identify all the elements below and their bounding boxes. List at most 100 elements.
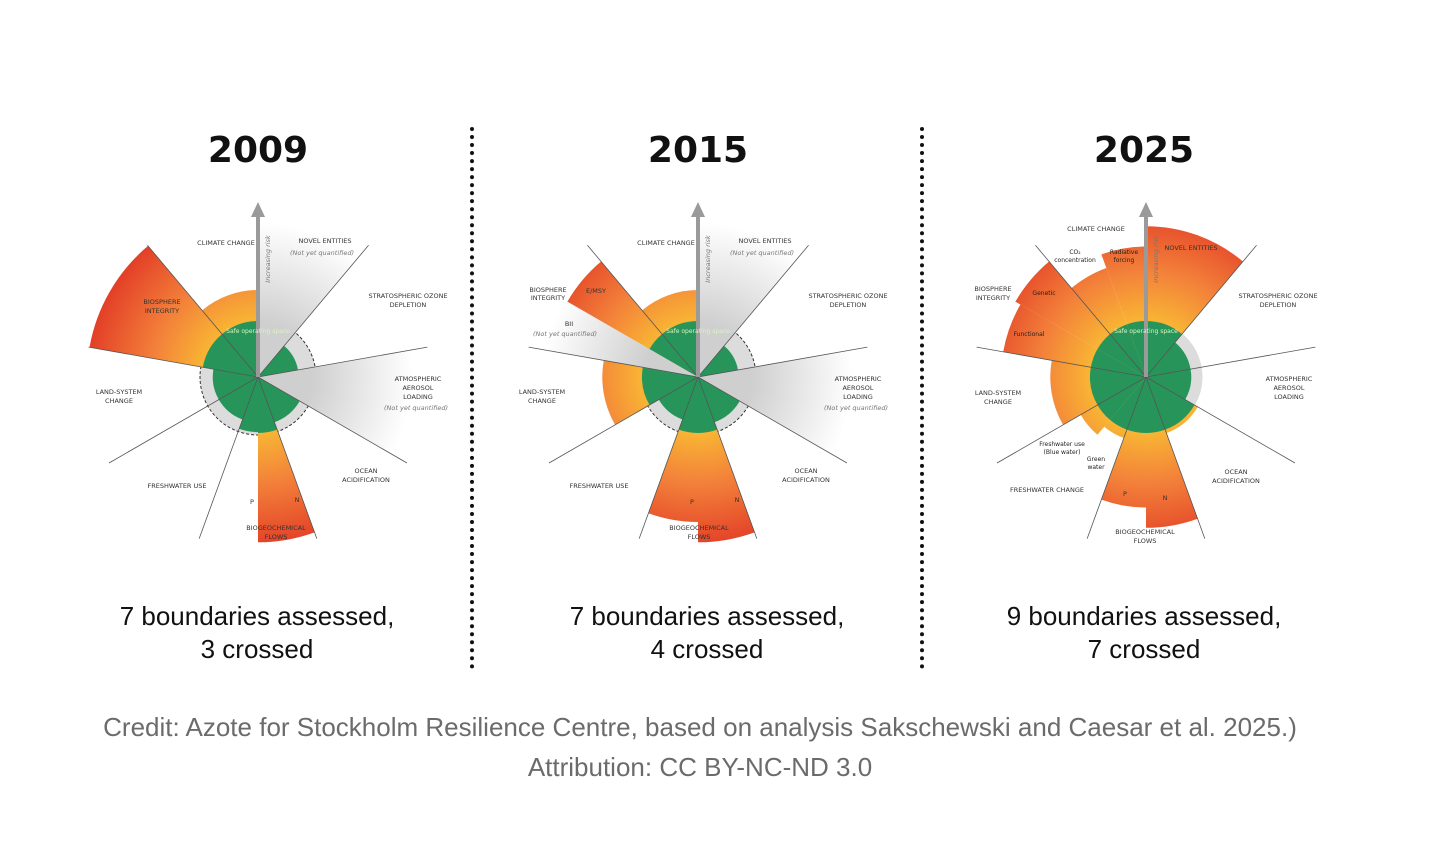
boundary-divider-line <box>548 376 699 464</box>
boundary-divider-line <box>257 346 428 378</box>
arrowhead-icon <box>1139 202 1153 217</box>
increasing-risk-label: Increasing risk <box>704 235 712 283</box>
segment-freshwater-use <box>218 377 258 420</box>
safe-fill-climate-change <box>662 321 698 377</box>
segment-ozone-depletion <box>1146 342 1191 377</box>
label-genetic: Genetic <box>1032 290 1055 297</box>
label-biosphere: INTEGRITY <box>976 294 1010 302</box>
safe-fill-genetic <box>1097 334 1146 377</box>
label-aerosol: AEROSOL <box>1273 384 1304 392</box>
boundary-divider-line <box>697 244 809 378</box>
label-novel: (Not yet quantified) <box>730 249 794 257</box>
caption-line: 7 boundaries assessed, <box>569 601 845 631</box>
label-land: LAND-SYSTEM <box>975 389 1021 397</box>
increasing-risk-arrow <box>696 212 700 377</box>
label-climate: CLIMATE CHANGE <box>197 239 255 247</box>
boundary-divider-line <box>88 346 259 378</box>
label-aerosol: AEROSOL <box>402 384 433 392</box>
boundary-divider-line <box>697 376 758 539</box>
safe-operating-space-label: Safe operating space <box>666 328 730 335</box>
label-p: P <box>250 498 254 506</box>
label-n: N <box>735 496 740 504</box>
boundary-divider-line <box>1035 244 1147 378</box>
caption-2009: 7 boundaries assessed, 3 crossed <box>77 600 437 666</box>
caption-2025: 9 boundaries assessed, 7 crossed <box>964 600 1324 666</box>
label-ozone: STRATOSPHERIC OZONE <box>808 292 887 300</box>
label-ocean: ACIDIFICATION <box>342 476 390 484</box>
segment-aerosol-loading <box>258 350 414 455</box>
label-ocean: OCEAN <box>1224 468 1247 476</box>
segment-ocean-acidification <box>258 377 300 423</box>
label-climate: CLIMATE CHANGE <box>637 239 695 247</box>
segment-novel-entities <box>258 222 358 377</box>
label-biosphere: BIOSPHERE <box>143 298 180 306</box>
safe-fill-climate-change <box>222 321 258 377</box>
label-co2: CO₂ <box>1069 249 1081 256</box>
increasing-risk-label: Increasing risk <box>264 235 272 283</box>
segment-ocean-acidification <box>698 377 740 423</box>
label-novel: NOVEL ENTITIES <box>1164 244 1217 252</box>
caption-2015: 7 boundaries assessed, 4 crossed <box>527 600 887 666</box>
diagram-2015: Increasing risk Safe operating space CLIMA… <box>519 202 888 543</box>
safe-fill-land-system-change <box>1090 367 1146 405</box>
caption-line: 7 boundaries assessed, <box>119 601 395 631</box>
segment-novel-entities <box>698 222 798 377</box>
label-functional: Functional <box>1014 331 1045 338</box>
caption-line: 4 crossed <box>650 634 764 664</box>
boundary-divider-line <box>198 376 259 539</box>
boundary-divider-line <box>1086 376 1147 539</box>
segment-aerosol-loading <box>698 350 853 455</box>
label-bio: BIOGEOCHEMICAL <box>669 524 729 532</box>
label-bii: (Not yet quantified) <box>533 330 597 338</box>
segment-aerosol-loading <box>1146 369 1192 400</box>
label-ozone: DEPLETION <box>390 301 427 309</box>
label-p: P <box>1123 490 1127 498</box>
label-land: CHANGE <box>105 397 133 405</box>
label-climate: CLIMATE CHANGE <box>1067 225 1125 233</box>
year-title-2025: 2025 <box>1093 130 1195 171</box>
label-emsy: E/MSY <box>586 287 606 295</box>
label-biosphere: BIOSPHERE <box>529 286 566 294</box>
boundary-divider-line <box>976 346 1147 378</box>
label-ocean: ACIDIFICATION <box>1212 477 1260 485</box>
label-bluewater: Freshwater use <box>1039 441 1085 448</box>
year-title-2009: 2009 <box>207 130 309 171</box>
safe-fill-radiative-forcing <box>1126 321 1146 377</box>
label-aerosol: ATMOSPHERIC <box>1266 375 1313 383</box>
increasing-risk-arrow <box>1144 212 1148 377</box>
label-aerosol: AEROSOL <box>842 384 873 392</box>
year-title-2015: 2015 <box>647 130 749 171</box>
label-land: LAND-SYSTEM <box>96 388 142 396</box>
label-greenwater: Green <box>1087 456 1105 463</box>
label-novel: (Not yet quantified) <box>290 249 354 257</box>
label-n: N <box>295 496 300 504</box>
safe-fill-e-msy <box>649 334 698 377</box>
safe-fill-functional <box>1090 349 1146 377</box>
label-fresh: FRESHWATER USE <box>569 482 628 490</box>
label-fresh: FRESHWATER CHANGE <box>1010 486 1084 494</box>
segment-freshwater-use <box>658 377 698 420</box>
label-ozone: STRATOSPHERIC OZONE <box>1238 292 1317 300</box>
credit-line: Credit: Azote for Stockholm Resilience C… <box>103 712 1297 742</box>
label-ocean: OCEAN <box>354 467 377 475</box>
boundary-divider-line <box>996 376 1147 464</box>
label-p: P <box>690 498 694 506</box>
label-aerosol: LOADING <box>403 393 433 401</box>
boundary-divider-line <box>587 244 699 378</box>
label-biosphere: INTEGRITY <box>145 307 179 315</box>
label-ozone: DEPLETION <box>1260 301 1297 309</box>
label-bio: FLOWS <box>688 533 711 541</box>
caption-line: 9 boundaries assessed, <box>1006 601 1282 631</box>
label-co2: concentration <box>1054 257 1096 264</box>
boundary-divider-line <box>147 244 259 378</box>
label-bii: BII <box>565 320 573 328</box>
safe-fill-biosphere-integrity <box>202 334 258 377</box>
caption-line: 7 crossed <box>1087 634 1201 664</box>
increasing-risk-arrow <box>256 212 260 377</box>
caption-line: 3 crossed <box>200 634 314 664</box>
increasing-risk-label: Increasing risk <box>1152 235 1160 283</box>
label-ocean: OCEAN <box>794 467 817 475</box>
boundary-divider-line <box>638 376 699 539</box>
label-land: CHANGE <box>984 398 1012 406</box>
label-radiative: forcing <box>1114 257 1135 264</box>
